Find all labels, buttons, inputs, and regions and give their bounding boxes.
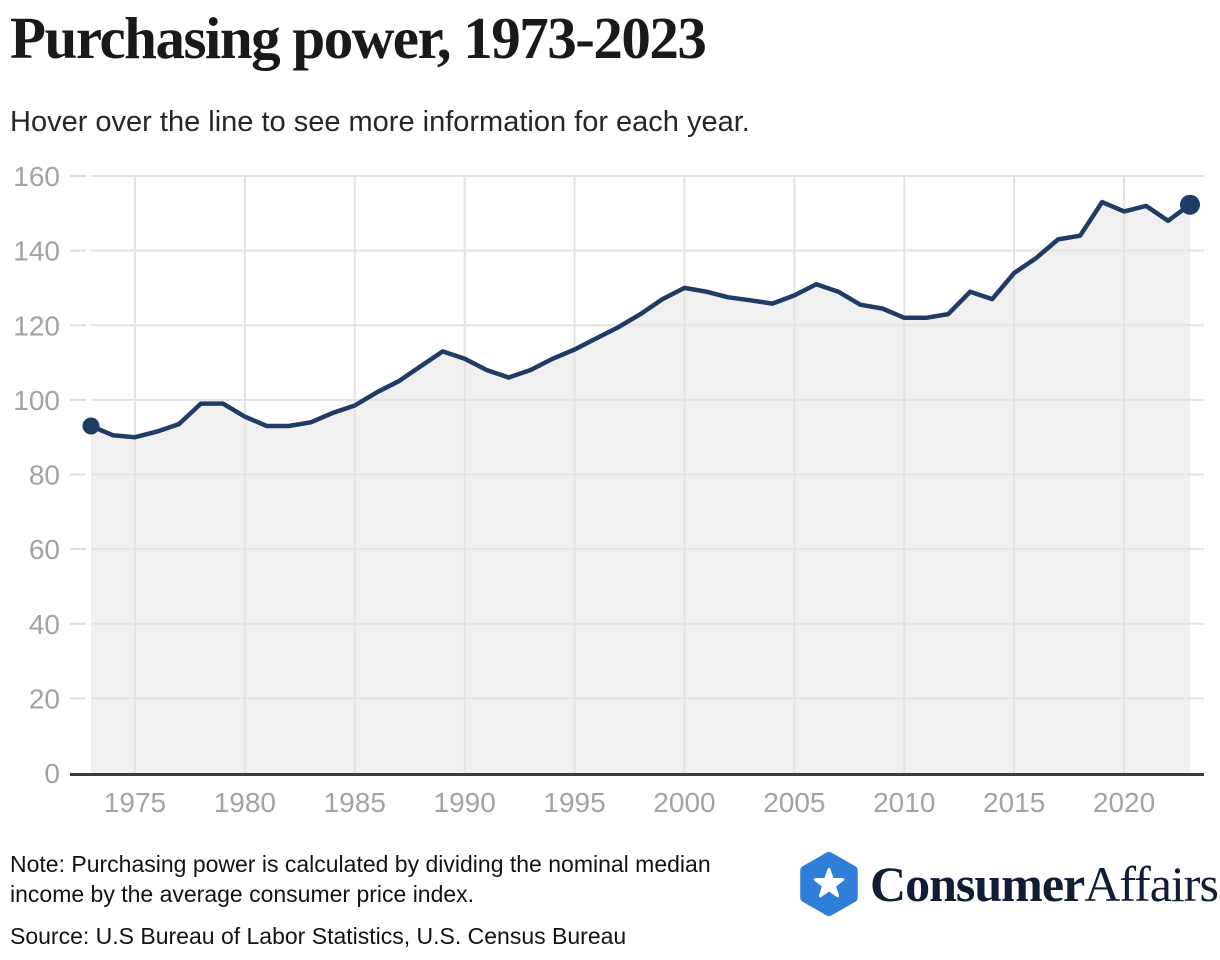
logo-text-consumer: Consumer [870,856,1085,912]
x-tick-label: 2005 [763,787,825,818]
x-tick-label: 1975 [104,787,166,818]
x-tick-label: 1990 [434,787,496,818]
star-icon [813,867,845,898]
x-tick-label: 1985 [324,787,386,818]
x-tick-label: 2010 [873,787,935,818]
y-tick-label: 20 [29,683,60,714]
data-line[interactable] [88,199,1193,440]
y-tick-label: 0 [44,758,60,789]
page-title: Purchasing power, 1973-2023 [10,5,707,71]
logo-wordmark: ConsumerAffairs [870,855,1219,913]
first-point-marker[interactable] [82,417,100,435]
last-point-marker[interactable] [1180,194,1200,215]
logo-hexagon-badge [800,851,858,917]
chart-source: Source: U.S Bureau of Labor Statistics, … [10,923,627,949]
area-fill [91,202,1190,774]
logo-text-affairs: Affairs [1084,856,1219,912]
x-tick-label: 2015 [983,787,1045,818]
x-tick-label: 2000 [653,787,715,818]
y-tick-label: 120 [13,310,60,341]
y-tick-label: 160 [13,161,60,192]
consumeraffairs-logo: ConsumerAffairs [796,849,1219,919]
y-tick-label: 100 [13,385,60,416]
purchasing-power-area-chart: 1975 1980 1985 1990 1995 2000 2005 2010 2015 2020… [13,161,1204,818]
x-tick-label: 1995 [543,787,605,818]
y-tick-label: 40 [29,609,60,640]
y-tick-label: 80 [29,460,60,491]
x-tick-label: 1980 [214,787,276,818]
x-tick-label: 2020 [1093,787,1155,818]
y-tick-label: 140 [13,236,60,267]
chart-subtitle: Hover over the line to see more informat… [10,106,750,138]
chart-note: Note: Purchasing power is calculated by … [10,851,711,907]
y-tick-label: 60 [29,534,60,565]
